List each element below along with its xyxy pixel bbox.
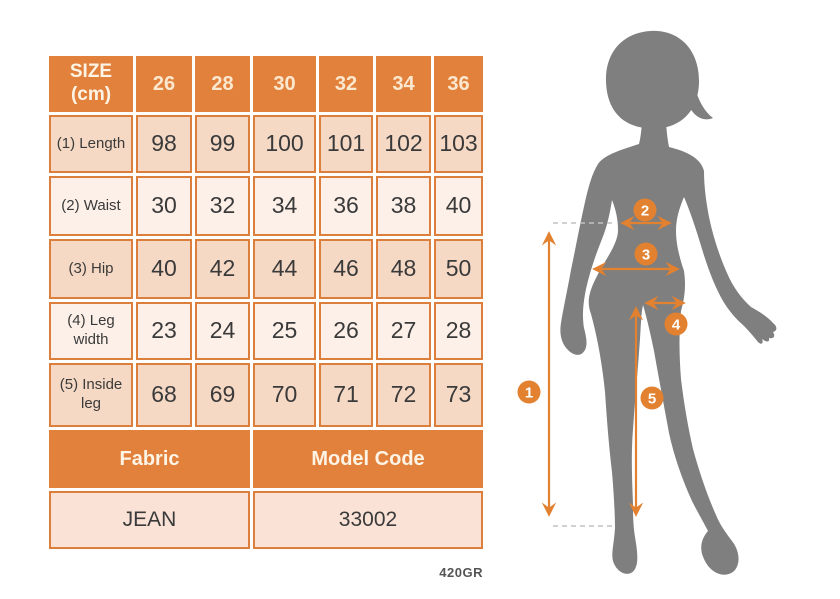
model-code-value-cell: 33002	[253, 491, 483, 549]
value-cell: 32	[195, 176, 250, 236]
value-cell: 101	[319, 115, 373, 173]
value-cell: 36	[319, 176, 373, 236]
value-cell: 42	[195, 239, 250, 299]
model-code-header-cell: Model Code	[253, 430, 483, 488]
silhouette-head	[605, 30, 700, 129]
value-cell: 28	[434, 302, 483, 360]
marker-2-number: 2	[641, 203, 649, 220]
marker-4-number: 4	[672, 317, 681, 334]
marker-5-number: 5	[648, 391, 656, 408]
row-label-leg-width: (4) Leg width	[49, 302, 133, 360]
size-col-header: 26	[136, 56, 192, 112]
marker-3-number: 3	[642, 247, 650, 264]
value-cell: 72	[376, 363, 431, 427]
value-cell: 98	[136, 115, 192, 173]
size-header-cell: SIZE (cm)	[49, 56, 133, 112]
weight-note: 420GR	[439, 565, 483, 580]
value-cell: 102	[376, 115, 431, 173]
value-cell: 100	[253, 115, 316, 173]
value-cell: 24	[195, 302, 250, 360]
marker-5: 5	[640, 386, 664, 410]
value-cell: 68	[136, 363, 192, 427]
value-cell: 103	[434, 115, 483, 173]
value-cell: 46	[319, 239, 373, 299]
row-label-length: (1) Length	[49, 115, 133, 173]
marker-1: 1	[517, 380, 541, 404]
silhouette-body	[560, 116, 777, 575]
value-cell: 26	[319, 302, 373, 360]
row-label-waist: (2) Waist	[49, 176, 133, 236]
fabric-value-cell: JEAN	[49, 491, 250, 549]
value-cell: 38	[376, 176, 431, 236]
size-col-header: 32	[319, 56, 373, 112]
marker-2: 2	[633, 198, 657, 222]
value-cell: 40	[136, 239, 192, 299]
value-cell: 50	[434, 239, 483, 299]
marker-3: 3	[634, 242, 658, 266]
value-cell: 25	[253, 302, 316, 360]
value-cell: 69	[195, 363, 250, 427]
value-cell: 44	[253, 239, 316, 299]
size-col-header: 30	[253, 56, 316, 112]
size-col-header: 28	[195, 56, 250, 112]
size-col-header: 36	[434, 56, 483, 112]
value-cell: 34	[253, 176, 316, 236]
value-cell: 40	[434, 176, 483, 236]
value-cell: 48	[376, 239, 431, 299]
marker-4: 4	[664, 312, 688, 336]
value-cell: 99	[195, 115, 250, 173]
silhouette-hair-flick	[690, 88, 713, 120]
value-cell: 73	[434, 363, 483, 427]
row-label-hip: (3) Hip	[49, 239, 133, 299]
size-table: SIZE (cm) 26 28 30 32 34 36 (1) Length 9…	[49, 56, 483, 549]
value-cell: 71	[319, 363, 373, 427]
row-label-inside-leg: (5) Inside leg	[49, 363, 133, 427]
value-cell: 70	[253, 363, 316, 427]
size-col-header: 34	[376, 56, 431, 112]
value-cell: 30	[136, 176, 192, 236]
female-silhouette	[560, 30, 777, 575]
fabric-header-cell: Fabric	[49, 430, 250, 488]
marker-1-number: 1	[525, 385, 533, 402]
value-cell: 27	[376, 302, 431, 360]
value-cell: 23	[136, 302, 192, 360]
